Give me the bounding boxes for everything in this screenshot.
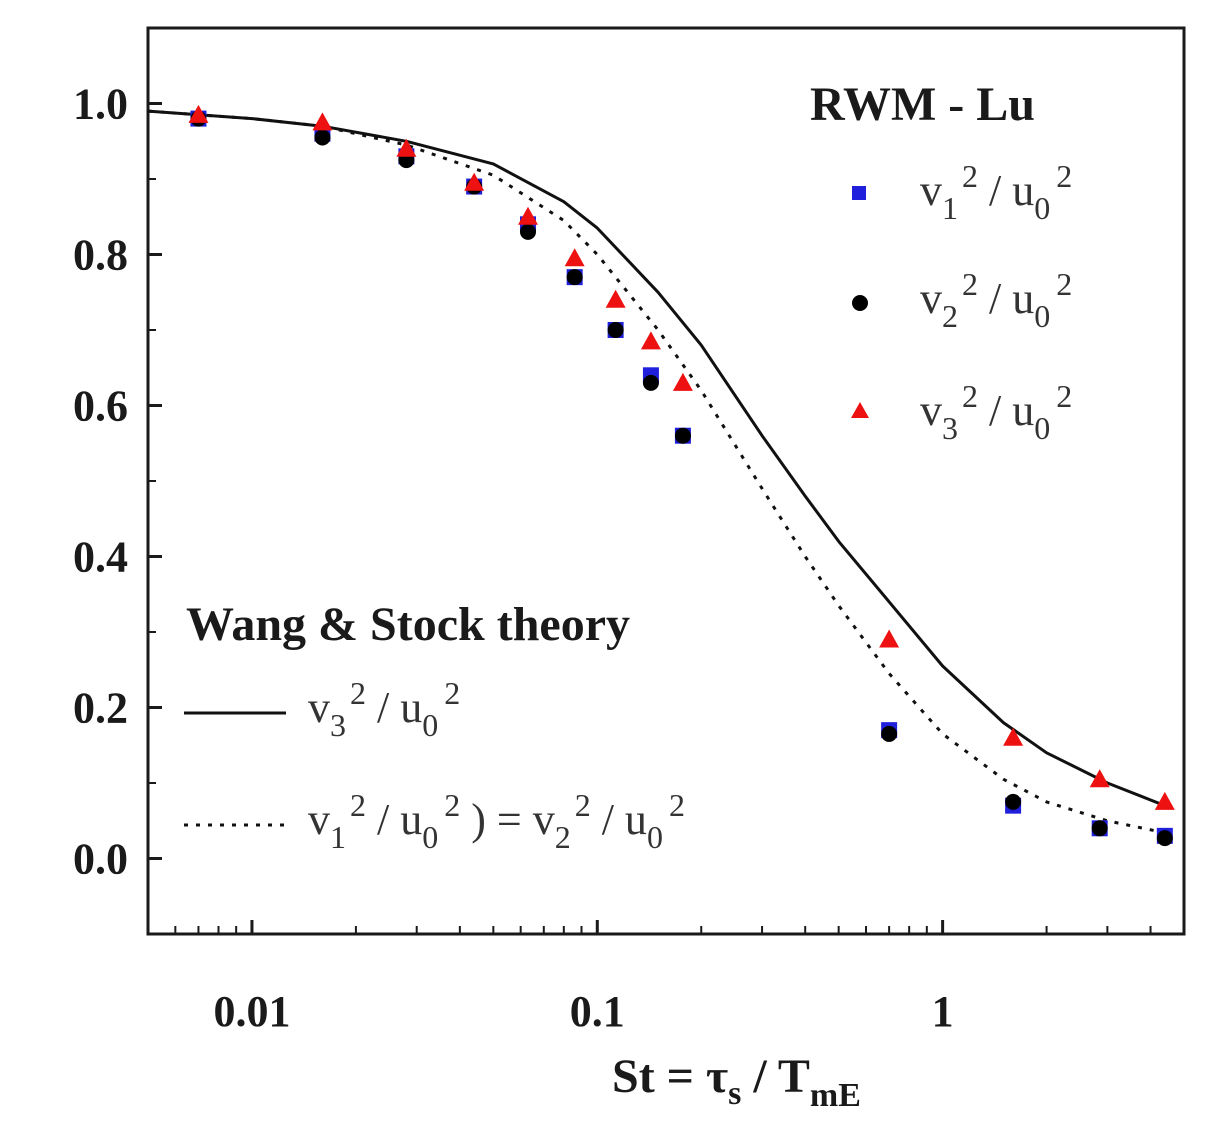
point-v3-triangle xyxy=(464,172,485,191)
theory-legend-dotted-label: v12 / u02 ) = v22 / u02 xyxy=(308,787,685,855)
point-v2-circle xyxy=(1005,793,1022,810)
theory-legend-solid-label: v32 / u02 xyxy=(308,675,460,743)
theory-curve-dotted xyxy=(147,109,1166,835)
point-v3-triangle xyxy=(879,629,900,648)
y-tick-label: 1.0 xyxy=(73,80,128,129)
legend-label-v3: v32 / u02 xyxy=(920,378,1072,446)
x-axis: 0.01 0.1 1 xyxy=(147,920,1185,1036)
point-v3-triangle xyxy=(605,289,626,308)
x-tick-label: 1 xyxy=(932,987,954,1036)
point-v3-triangle xyxy=(672,372,693,391)
plot-frame xyxy=(146,26,1186,936)
y-tick-label: 0.0 xyxy=(73,835,128,884)
legend-label-v2: v22 / u02 xyxy=(920,266,1072,334)
legend-entry-v2: v22 / u02 xyxy=(852,266,1072,334)
point-v3-triangle xyxy=(564,248,585,267)
y-tick-label: 0.4 xyxy=(73,533,128,582)
theory-curve-solid xyxy=(147,109,1166,807)
point-v2-circle xyxy=(1091,820,1108,837)
y-tick-label: 0.2 xyxy=(73,684,128,733)
legend-circle-marker xyxy=(852,295,868,311)
point-v2-circle xyxy=(674,427,691,444)
theory-lines xyxy=(147,109,1166,835)
y-tick-label: 0.8 xyxy=(73,231,128,280)
y-axis: 0.0 0.2 0.4 0.6 0.8 1.0 xyxy=(73,27,162,935)
point-v3-triangle xyxy=(1089,769,1110,788)
point-v2-circle xyxy=(607,322,624,338)
point-v2-circle xyxy=(566,269,583,286)
theory-legend-dotted: v12 / u02 ) = v22 / u02 xyxy=(184,787,685,855)
point-v3-triangle xyxy=(1154,791,1175,810)
legend-label-v1: v12 / u02 xyxy=(920,158,1072,226)
point-v3-triangle xyxy=(188,104,209,123)
y-tick-label: 0.6 xyxy=(73,382,128,431)
data-markers xyxy=(188,104,1175,847)
point-v2-circle xyxy=(1156,830,1173,847)
x-tick-label: 0.01 xyxy=(213,987,290,1036)
x-tick-label: 0.1 xyxy=(570,987,625,1036)
point-v2-circle xyxy=(642,374,659,391)
point-v2-circle xyxy=(314,129,331,146)
legend-entry-v1: v12 / u02 xyxy=(852,158,1072,226)
point-v3-triangle xyxy=(1003,727,1024,746)
point-v3-triangle xyxy=(640,331,661,350)
point-v2-circle xyxy=(881,725,898,742)
point-v3-triangle xyxy=(312,112,333,131)
x-axis-title: St = τs / TmE xyxy=(612,1050,861,1114)
point-v3-triangle xyxy=(396,138,417,157)
point-v3-triangle xyxy=(517,206,538,225)
legend-triangle-marker xyxy=(851,402,869,418)
legend-title: RWM - Lu xyxy=(810,78,1035,131)
legend-entry-v3: v32 / u02 xyxy=(851,378,1072,446)
legend-square-marker xyxy=(852,186,866,200)
point-v2-circle xyxy=(519,223,536,240)
theory-legend-solid: v32 / u02 xyxy=(184,675,460,743)
theory-legend-title: Wang & Stock theory xyxy=(186,598,630,651)
